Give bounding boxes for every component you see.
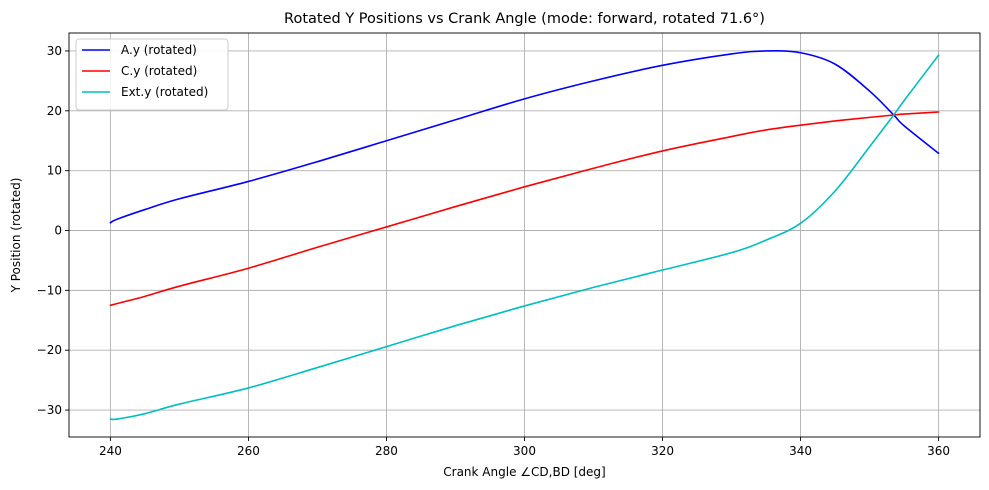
y-tick-label: −10: [37, 283, 62, 297]
x-tick-label: 320: [651, 444, 674, 458]
y-axis-label: Y Position (rotated): [9, 178, 23, 294]
legend-label: A.y (rotated): [121, 43, 197, 57]
x-tick-label: 240: [99, 444, 122, 458]
x-tick-label: 340: [789, 444, 812, 458]
x-tick-label: 300: [513, 444, 536, 458]
grid: [69, 33, 980, 437]
x-tick-label: 280: [375, 444, 398, 458]
series-line-3: [109, 54, 940, 421]
legend-label: Ext.y (rotated): [121, 85, 208, 99]
y-tick-label: 0: [54, 224, 62, 238]
y-tick-label: 20: [47, 104, 62, 118]
series-line-2: [109, 111, 940, 307]
y-tick-label: 30: [47, 44, 62, 58]
legend-label: C.y (rotated): [121, 64, 197, 78]
ticks: 240 260 280 300 320 340 360 −30 −20 −10 0 10 20 30: [37, 44, 950, 458]
y-tick-label: 10: [47, 164, 62, 178]
legend: A.y (rotated) C.y (rotated) Ext.y (rotated…: [75, 38, 229, 111]
series-layer: [109, 50, 940, 421]
y-tick-label: −20: [37, 343, 62, 357]
chart-title: Rotated Y Positions vs Crank Angle (mode…: [284, 11, 765, 27]
legend-box: [75, 38, 229, 111]
y-tick-label: −30: [37, 403, 62, 417]
series-line-1: [109, 50, 940, 224]
x-tick-label: 260: [237, 444, 260, 458]
x-tick-label: 360: [927, 444, 950, 458]
x-axis-label: Crank Angle ∠CD,BD [deg]: [443, 465, 605, 479]
